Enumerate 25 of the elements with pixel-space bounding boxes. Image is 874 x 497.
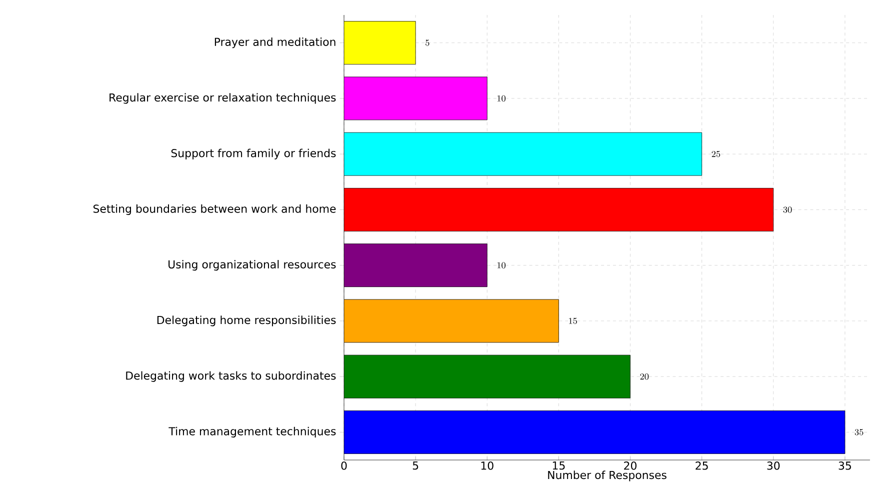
y-tick-label: Regular exercise or relaxation techniques <box>110 93 336 104</box>
x-axis-title: Number of Responses <box>548 470 666 482</box>
data-label: 10 <box>497 262 506 268</box>
data-label: 15 <box>569 318 577 324</box>
x-tick-label: 20 <box>624 462 636 470</box>
data-label: 30 <box>783 206 792 213</box>
y-tick-label: Support from family or friends <box>171 148 336 160</box>
x-tick-label: 10 <box>481 462 494 470</box>
x-tick-label: 25 <box>696 462 708 470</box>
y-tick-label: Delegating work tasks to subordinates <box>126 371 336 382</box>
data-label: 20 <box>640 373 649 380</box>
y-tick-label: Delegating home responsibilities <box>157 316 336 326</box>
y-tick-label: Setting boundaries between work and home <box>93 204 336 215</box>
data-label: 5 <box>426 40 430 46</box>
x-tick-label: 30 <box>767 462 780 470</box>
x-tick-label: 15 <box>552 462 565 470</box>
y-tick-label: Prayer and meditation <box>214 38 336 48</box>
data-label: 35 <box>854 429 864 436</box>
x-tick-label: 35 <box>838 462 851 470</box>
x-tick-label: 0 <box>341 462 347 470</box>
x-tick-label: 5 <box>412 462 418 470</box>
data-label: 10 <box>497 95 506 102</box>
data-label: 25 <box>712 150 720 158</box>
y-tick-label: Time management techniques <box>168 426 336 438</box>
y-tick-label: Using organizational resources <box>168 260 336 271</box>
